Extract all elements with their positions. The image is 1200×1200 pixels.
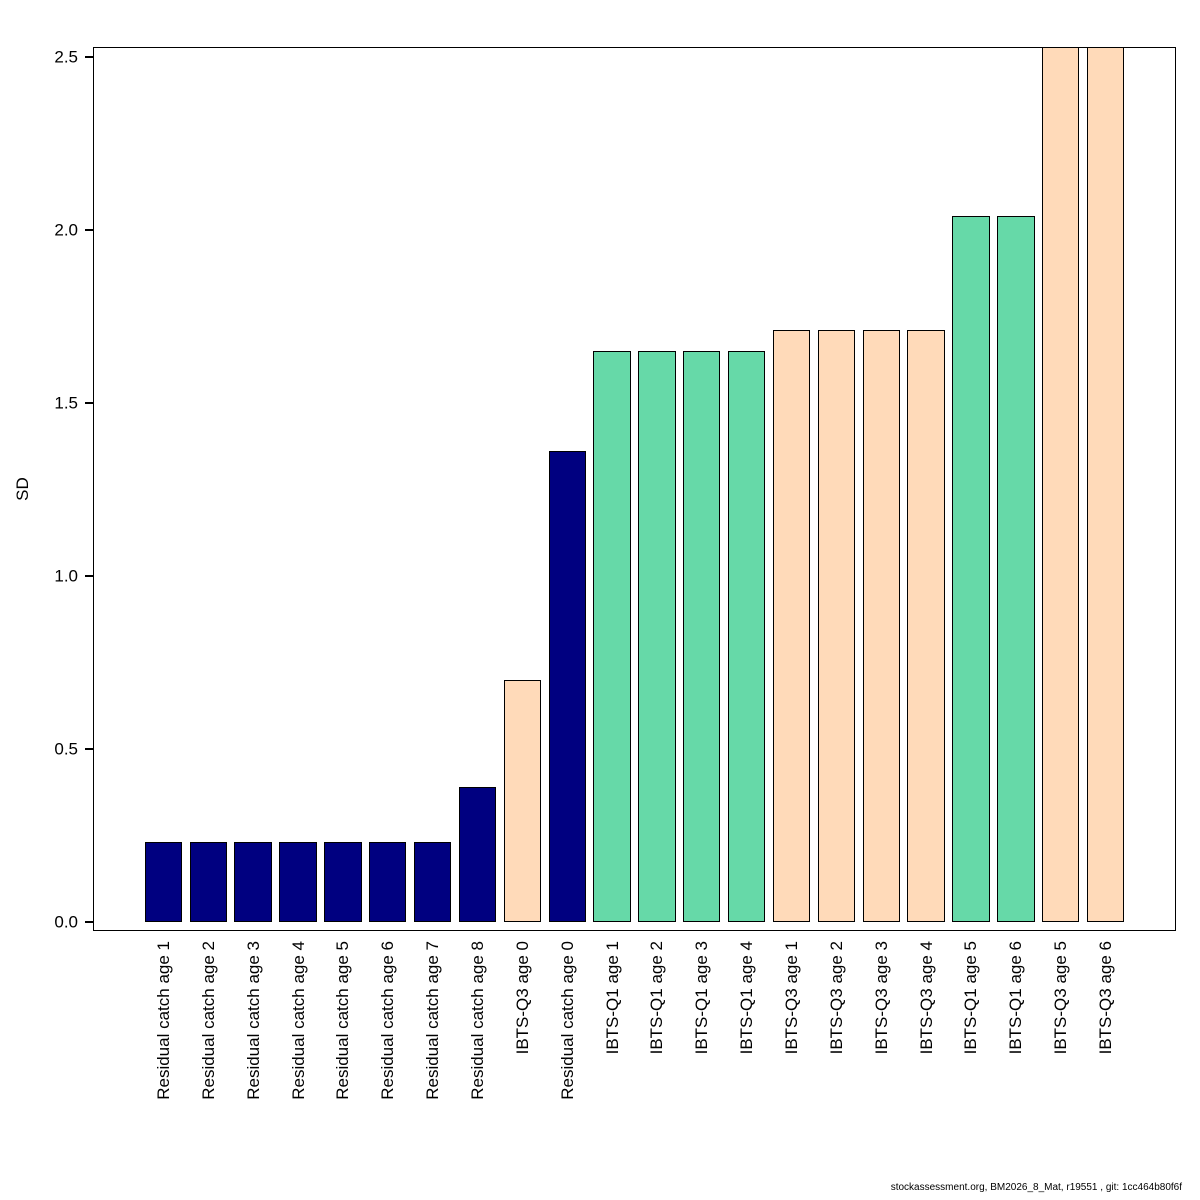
x-tick-label: Residual catch age 2 (198, 941, 218, 1100)
x-tick-label: IBTS-Q3 age 2 (826, 941, 846, 1055)
y-tick-label: 0.5 (54, 739, 78, 759)
x-tick-label: IBTS-Q1 age 3 (692, 941, 712, 1055)
y-tick-label: 1.5 (54, 393, 78, 413)
y-tick-mark (85, 921, 93, 923)
x-tick-label: Residual catch age 5 (333, 941, 353, 1100)
plot-area (93, 47, 1176, 931)
bar (189, 842, 227, 922)
x-tick-label: IBTS-Q3 age 6 (1096, 941, 1116, 1055)
x-tick-label: Residual catch age 8 (467, 941, 487, 1100)
x-tick-label: IBTS-Q3 age 3 (871, 941, 891, 1055)
bar (907, 330, 945, 922)
y-axis-title: SD (13, 477, 32, 501)
x-tick-label: IBTS-Q1 age 6 (1006, 941, 1026, 1055)
x-tick-label: Residual catch age 1 (153, 941, 173, 1100)
y-tick-mark (85, 575, 93, 577)
x-tick-label: Residual catch age 6 (378, 941, 398, 1100)
x-tick-label: IBTS-Q3 age 0 (512, 941, 532, 1055)
bar (144, 842, 183, 922)
x-tick-label: Residual catch age 4 (288, 941, 308, 1100)
bar (548, 451, 586, 922)
y-tick-mark (85, 229, 93, 231)
x-tick-label: IBTS-Q3 age 1 (782, 941, 802, 1055)
bar (413, 842, 452, 922)
bar (817, 330, 856, 922)
bar (727, 351, 766, 922)
x-tick-label: Residual catch age 3 (243, 941, 263, 1100)
bar (458, 787, 497, 922)
x-tick-label: IBTS-Q3 age 5 (1051, 941, 1071, 1055)
bar (1042, 48, 1080, 922)
bar (997, 216, 1035, 922)
bar (593, 351, 631, 922)
bar (369, 842, 407, 922)
x-tick-label: Residual catch age 7 (423, 941, 443, 1100)
bar (1086, 48, 1125, 922)
y-tick-label: 2.5 (54, 47, 78, 67)
y-tick-label: 1.0 (54, 566, 78, 586)
x-tick-label: IBTS-Q1 age 5 (961, 941, 981, 1055)
bar (234, 842, 272, 922)
bar (683, 351, 721, 922)
bar (638, 351, 676, 922)
bar (503, 679, 542, 922)
x-tick-label: IBTS-Q1 age 2 (647, 941, 667, 1055)
x-tick-label: Residual catch age 0 (557, 941, 577, 1100)
y-tick-mark (85, 748, 93, 750)
y-tick-label: 0.0 (54, 912, 78, 932)
x-tick-label: IBTS-Q1 age 1 (602, 941, 622, 1055)
bar (772, 330, 811, 922)
y-tick-mark (85, 402, 93, 404)
x-tick-label: IBTS-Q1 age 4 (737, 941, 757, 1055)
x-tick-label: IBTS-Q3 age 4 (916, 941, 936, 1055)
bar (324, 842, 362, 922)
bar (862, 330, 900, 922)
bar (952, 216, 990, 922)
y-tick-mark (85, 56, 93, 58)
bar (279, 842, 317, 922)
footer-note: stockassessment.org, BM2026_8_Mat, r1955… (890, 1182, 1182, 1193)
y-tick-label: 2.0 (54, 220, 78, 240)
